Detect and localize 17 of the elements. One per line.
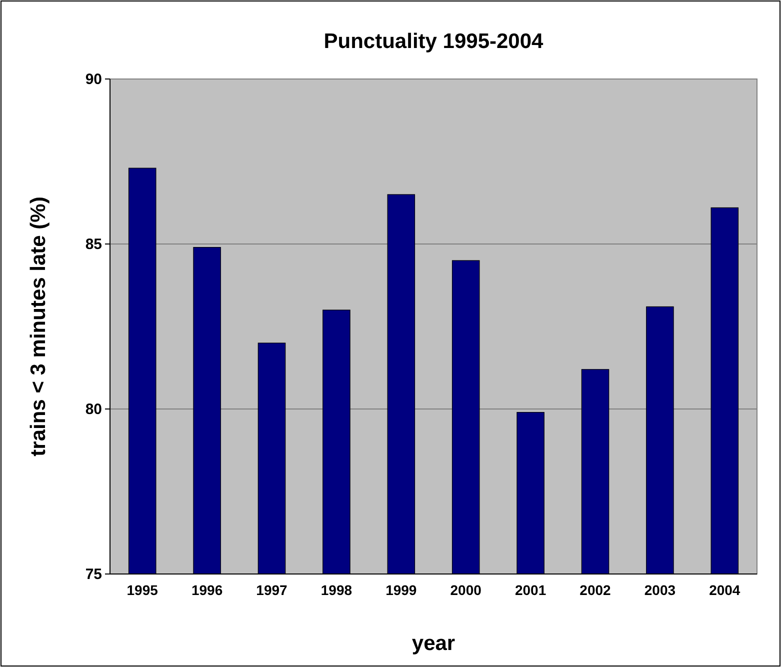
x-tick-label: 2000 [450,582,482,598]
y-axis-title: trains < 3 minutes late (%) [27,196,50,456]
x-tick-label: 2002 [580,582,612,598]
x-tick-label: 1997 [256,582,288,598]
x-tick-label: 2003 [644,582,676,598]
x-tick-label: 1996 [191,582,223,598]
x-tick-label: 1995 [126,582,158,598]
x-tick-label: 2004 [709,582,740,598]
x-axis-title: year [412,632,456,655]
y-tick-label: 80 [85,400,102,418]
x-tick-label: 1999 [386,582,417,598]
y-tick-label: 90 [85,70,102,88]
y-tick-label: 75 [85,566,102,583]
x-tick-label: 2001 [514,582,546,598]
chart-title: Punctuality 1995-2004 [324,30,544,53]
y-tick-label: 85 [85,236,102,253]
x-tick-label: 1998 [320,582,352,598]
